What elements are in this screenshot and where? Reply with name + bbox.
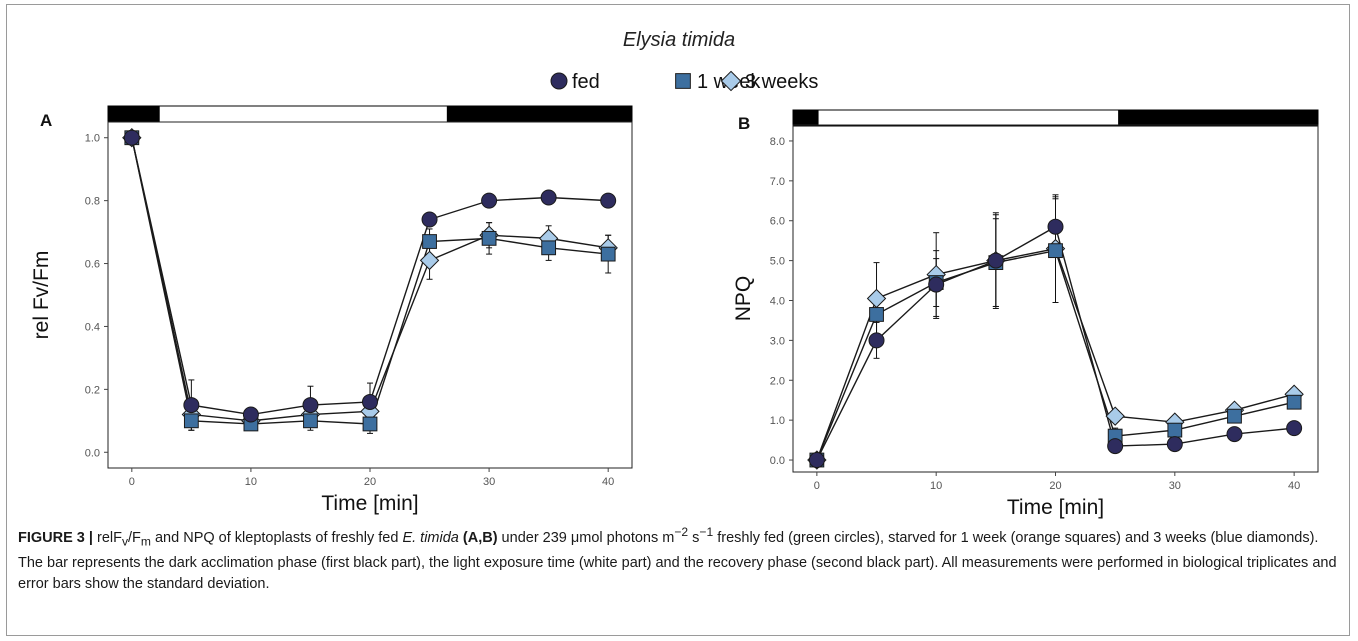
caption-sup-1: −2 (674, 525, 689, 539)
point-b-2-6 (1167, 422, 1183, 438)
x-tick-label-b-3: 30 (1169, 480, 1181, 492)
point-a-1-6 (481, 192, 498, 209)
point-b-1-1 (868, 332, 885, 349)
x-tick-label-b-4: 40 (1288, 480, 1300, 492)
y-tick-label-b-5: 5.0 (770, 256, 785, 268)
y-tick-label-a-5: 1.0 (85, 133, 100, 145)
series-line-a-2 (131, 137, 609, 425)
point-a-2-8 (600, 246, 616, 262)
point-b-1-2 (928, 276, 945, 293)
point-a-2-4 (362, 416, 378, 432)
x-tick-label-b-1: 10 (930, 480, 942, 492)
point-a-2-5 (422, 234, 437, 249)
panel-label-b: B (738, 114, 750, 133)
y-tick-label-b-8: 8.0 (770, 136, 785, 148)
point-a-2-1 (183, 413, 199, 429)
y-tick-label-b-1: 1.0 (770, 415, 785, 427)
point-b-2-1 (869, 307, 884, 322)
x-tick-label-a-4: 40 (602, 476, 614, 488)
phase-bar-a-3 (446, 105, 633, 123)
phase-bar-a-2 (158, 105, 448, 123)
caption-sub-m: m (140, 534, 151, 549)
point-b-1-6 (1166, 436, 1183, 453)
legend-label-3: 3 weeks (745, 71, 818, 93)
series-line-a-1 (131, 137, 609, 416)
caption-text-5: under 239 μmol photons m (497, 529, 675, 546)
x-tick-label-a-2: 20 (364, 476, 376, 488)
legend-marker-3 (720, 70, 742, 92)
point-a-2-7 (541, 240, 557, 256)
figure-caption: FIGURE 3 | relFv/Fm and NPQ of kleptopla… (18, 522, 1338, 595)
y-tick-label-b-0: 0.0 (770, 455, 785, 467)
caption-text-7: freshly fed (green circles), starved for… (18, 529, 1337, 592)
panel-a: A 0.0 0.2 0.4 0.6 0.8 1.0 0 10 20 30 40 Time [min] re… (30, 105, 633, 515)
point-a-1-5 (421, 211, 438, 228)
point-b-1-7 (1226, 426, 1243, 443)
y-tick-label-b-3: 3.0 (770, 335, 785, 347)
caption-sup-2: −1 (699, 525, 714, 539)
legend-marker-1 (550, 72, 568, 90)
y-tick-label-a-3: 0.6 (85, 259, 100, 271)
x-tick-label-a-0: 0 (129, 476, 135, 488)
point-b-2-7 (1227, 408, 1242, 424)
x-axis-title-a: Time [min] (321, 492, 418, 515)
figure-title: Elysia timida (623, 29, 735, 51)
point-a-1-8 (600, 192, 617, 209)
point-b-3-1 (866, 288, 887, 309)
point-b-1-0 (808, 452, 825, 469)
point-b-2-8 (1286, 394, 1302, 410)
y-tick-label-a-4: 0.8 (85, 196, 100, 208)
point-a-1-7 (540, 189, 557, 206)
y-tick-label-b-6: 6.0 (770, 216, 785, 228)
point-a-1-3 (302, 397, 319, 414)
point-b-3-5 (1105, 406, 1125, 426)
phase-bar-b-3 (1118, 109, 1319, 127)
legend-marker-2 (675, 73, 691, 89)
caption-panels: (A,B) (462, 529, 498, 546)
x-tick-label-a-3: 30 (483, 476, 495, 488)
panel-b: B 0.0 1.0 2.0 3.0 4.0 5.0 6.0 7.0 8.0 0 10 20 30 40 Tim… (732, 109, 1319, 519)
series-line-a-3 (131, 137, 609, 422)
point-b-1-8 (1286, 420, 1303, 437)
phase-bar-b-1 (792, 109, 819, 127)
y-axis-title-a: rel Fv/Fm (30, 251, 53, 340)
y-axis-title-b: NPQ (732, 276, 755, 322)
caption-label: FIGURE 3 | (18, 529, 93, 546)
point-a-2-3 (303, 413, 318, 429)
point-a-3-5 (419, 250, 440, 271)
y-tick-label-a-1: 0.2 (85, 384, 100, 396)
legend-label-1: fed (572, 71, 600, 93)
y-tick-label-a-2: 0.4 (85, 321, 100, 333)
caption-text-6: s (688, 529, 700, 546)
phase-bar-b-2 (817, 109, 1120, 127)
point-b-1-5 (1107, 438, 1124, 455)
x-axis-title-b: Time [min] (1007, 496, 1104, 519)
caption-species: E. timida (402, 529, 459, 546)
x-tick-label-a-1: 10 (245, 476, 257, 488)
figure-frame (6, 4, 1350, 636)
y-tick-label-b-4: 4.0 (770, 295, 785, 307)
caption-sub-v: v (121, 534, 129, 549)
point-b-1-3 (987, 252, 1004, 269)
point-a-2-6 (481, 230, 497, 246)
point-b-2-4 (1048, 243, 1063, 259)
point-a-1-0 (123, 129, 140, 146)
x-tick-label-b-0: 0 (814, 480, 820, 492)
y-tick-label-b-2: 2.0 (770, 375, 785, 387)
x-tick-label-b-2: 20 (1049, 480, 1061, 492)
y-tick-label-a-0: 0.0 (85, 447, 100, 459)
caption-text-1: relF (92, 529, 122, 546)
point-a-1-1 (183, 397, 200, 414)
y-tick-label-b-7: 7.0 (770, 176, 785, 188)
panel-label-a: A (40, 111, 52, 130)
point-b-1-4 (1047, 218, 1064, 235)
point-a-1-2 (242, 406, 259, 423)
point-a-1-4 (362, 393, 378, 410)
caption-text-3: and NPQ of kleptoplasts of freshly fed (150, 529, 403, 546)
phase-bar-a-1 (107, 105, 160, 123)
caption-text-2: /F (128, 529, 141, 546)
